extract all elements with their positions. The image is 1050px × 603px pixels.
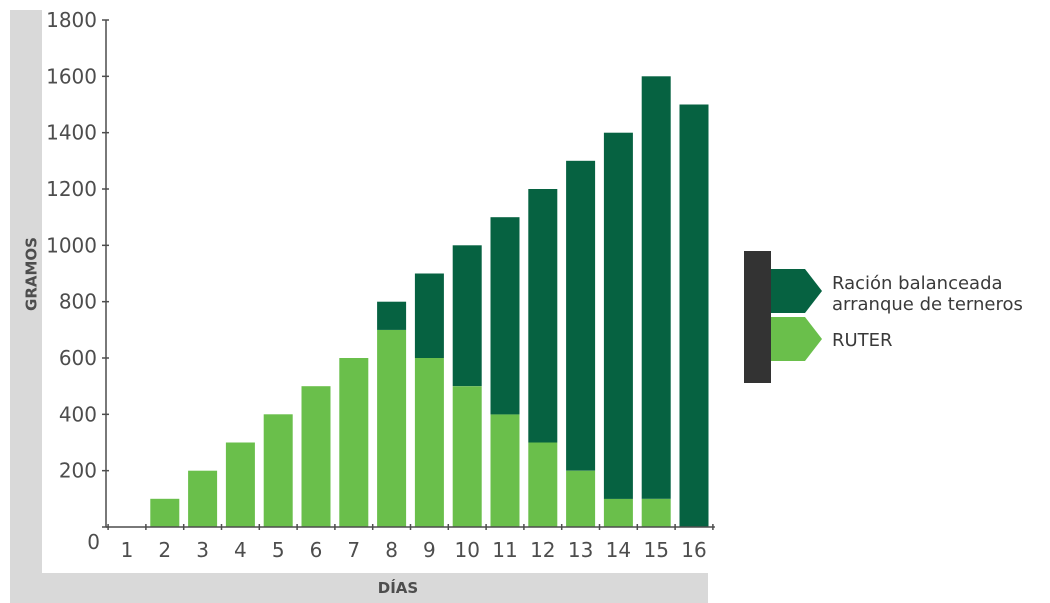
legend-divider-bar xyxy=(744,251,771,383)
bar-racion-day-12 xyxy=(528,189,558,443)
legend-label-racion-line2: arranque de terneros xyxy=(832,294,1023,315)
y-tick-label: 1200 xyxy=(46,177,97,201)
y-tick-label: 0 xyxy=(87,530,100,554)
bar-ruter-day-5 xyxy=(263,414,293,527)
bar-racion-day-15 xyxy=(641,76,671,499)
x-tick-label: 10 xyxy=(454,538,479,562)
bar-ruter-day-7 xyxy=(339,358,369,527)
x-tick-label: 8 xyxy=(385,538,398,562)
bar-racion-day-14 xyxy=(603,132,633,499)
x-tick-label: 6 xyxy=(310,538,323,562)
x-tick-label: 9 xyxy=(423,538,436,562)
x-tick-label: 14 xyxy=(606,538,631,562)
x-tick-label: 12 xyxy=(530,538,555,562)
x-tick-label: 11 xyxy=(492,538,517,562)
bar-racion-day-13 xyxy=(566,160,596,471)
y-tick-label: 1600 xyxy=(46,64,97,88)
x-tick-label: 13 xyxy=(568,538,593,562)
plot-area: 0 200 400 600 800 1000 1200 1400 1600 1800 1 2 3 4 5 6 7… xyxy=(46,8,715,562)
x-tick-label: 4 xyxy=(234,538,247,562)
bar-racion-day-9 xyxy=(414,273,444,358)
legend-label-racion-line1: Ración balanceada xyxy=(832,273,1003,294)
bar-racion-day-11 xyxy=(490,217,520,415)
bar-ruter-day-13 xyxy=(566,470,596,527)
x-tick-label: 15 xyxy=(643,538,668,562)
legend-swatch-racion xyxy=(771,269,822,313)
y-tick-label: 800 xyxy=(59,290,97,314)
bar-ruter-day-2 xyxy=(150,498,180,527)
bar-racion-day-10 xyxy=(452,245,482,387)
bar-racion-day-16 xyxy=(679,104,709,527)
bar-ruter-day-10 xyxy=(452,386,482,527)
bar-ruter-day-11 xyxy=(490,414,520,527)
y-tick-label: 1400 xyxy=(46,121,97,145)
y-tick-label: 1000 xyxy=(46,233,97,257)
bar-ruter-day-6 xyxy=(301,386,331,527)
y-tick-label: 200 xyxy=(59,459,97,483)
y-tick-label: 1800 xyxy=(46,8,97,32)
x-axis-title: DÍAS xyxy=(378,578,418,597)
y-axis-title-band xyxy=(10,10,42,603)
bar-ruter-day-9 xyxy=(414,358,444,527)
legend-label-racion: Ración balanceada arranque de terneros xyxy=(832,273,1023,315)
bar-ruter-day-3 xyxy=(188,470,218,527)
bar-racion-day-8 xyxy=(377,301,407,330)
legend: Ración balanceada arranque de terneros R… xyxy=(744,251,1023,383)
bar-ruter-day-4 xyxy=(225,442,255,527)
x-tick-label: 2 xyxy=(158,538,171,562)
y-axis-title: GRAMOS xyxy=(23,237,41,311)
legend-label-ruter: RUTER xyxy=(832,330,893,351)
y-tick-label: 400 xyxy=(59,402,97,426)
bar-ruter-day-12 xyxy=(528,442,558,527)
bar-ruter-day-15 xyxy=(641,498,671,527)
x-tick-label: 7 xyxy=(347,538,360,562)
y-tick-label: 600 xyxy=(59,346,97,370)
bar-ruter-day-14 xyxy=(603,498,633,527)
legend-swatch-ruter xyxy=(771,317,822,361)
x-tick-label: 5 xyxy=(272,538,285,562)
x-axis-title-band xyxy=(10,573,708,603)
bar-ruter-day-8 xyxy=(377,329,407,527)
x-tick-label: 16 xyxy=(681,538,706,562)
x-tick-label: 3 xyxy=(196,538,209,562)
x-tick-label: 1 xyxy=(121,538,134,562)
